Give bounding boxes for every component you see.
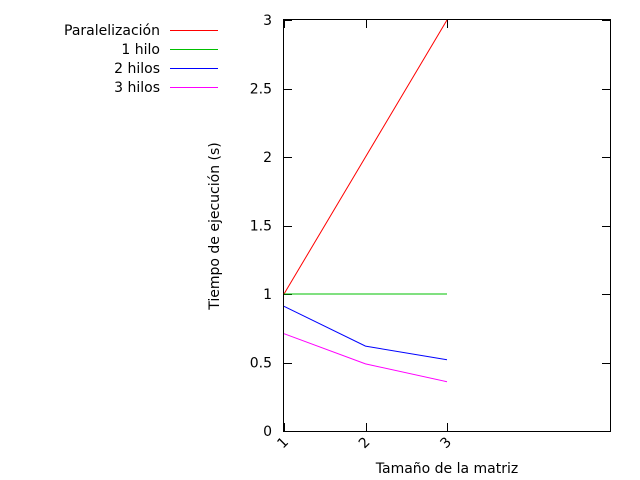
y-axis: 0 0.5 1 1.5 2 2.5 3 (250, 13, 610, 440)
legend-label: Paralelización (64, 23, 160, 39)
x-tick-label: 2 (356, 434, 374, 452)
legend-label: 2 hilos (114, 61, 160, 77)
series-line (283, 305, 448, 361)
y-tick-label: 2.5 (250, 82, 272, 98)
y-tick-label: 0.5 (250, 356, 272, 372)
legend: Paralelización 1 hilo 2 hilos 3 hilos (64, 23, 218, 96)
y-tick-label: 3 (263, 13, 272, 29)
x-tick-label: 1 (274, 434, 292, 452)
y-axis-label: Tiempo de ejecución (s) (207, 142, 223, 311)
series-line (283, 19, 448, 295)
plot-frame (283, 19, 611, 432)
x-axis-label: Tamaño de la matriz (375, 461, 519, 477)
legend-label: 3 hilos (114, 80, 160, 96)
y-tick-label: 0 (263, 424, 272, 440)
y-tick-label: 1 (263, 287, 272, 303)
series-layer (283, 19, 448, 383)
y-tick-label: 2 (263, 150, 272, 166)
legend-label: 1 hilo (121, 42, 160, 58)
x-tick-label: 3 (437, 434, 455, 452)
series-line (283, 333, 448, 383)
y-tick-label: 1.5 (250, 219, 272, 235)
x-axis: 1 2 3 (274, 20, 455, 452)
